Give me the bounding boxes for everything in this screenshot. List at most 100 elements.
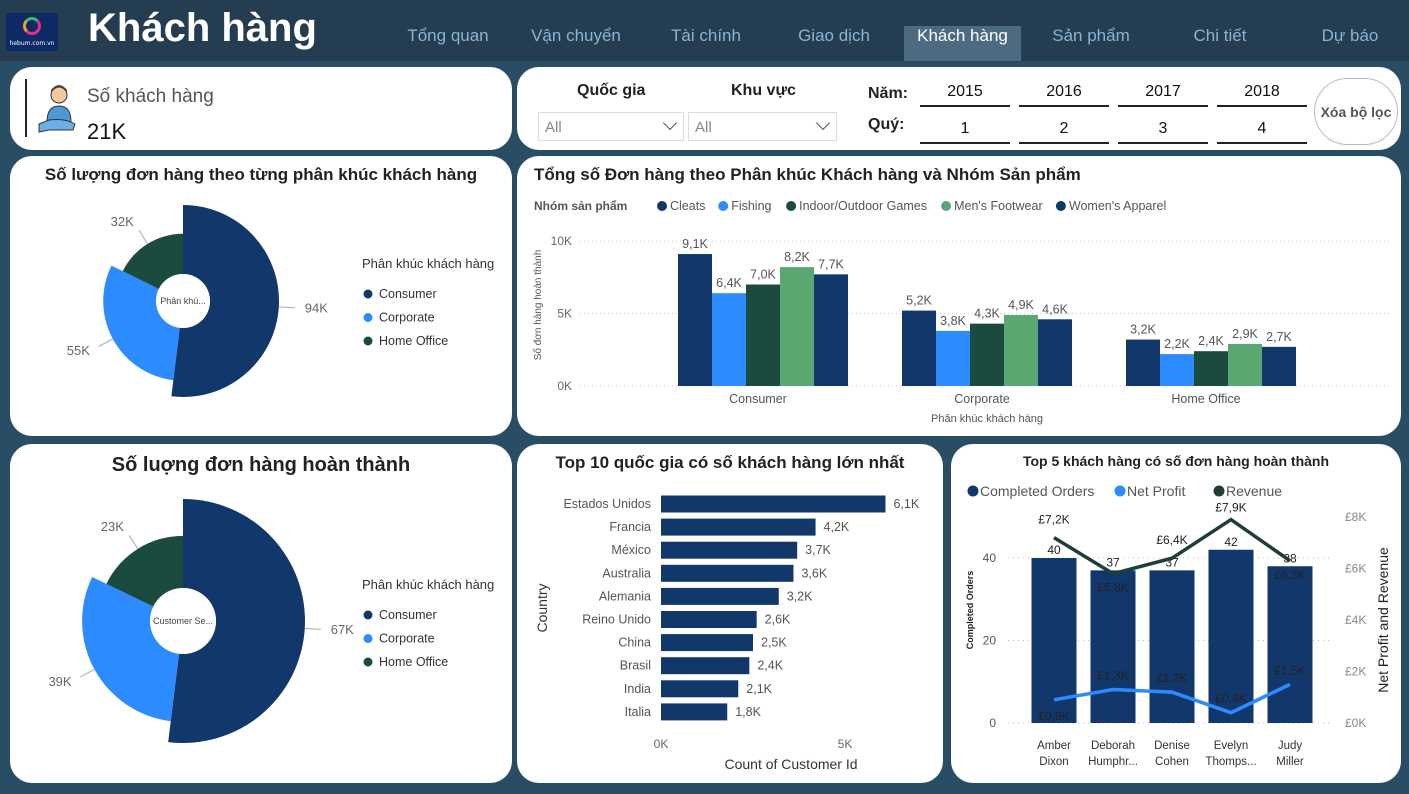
legend-title: Phân khúc khách hàng <box>362 577 494 592</box>
x-tick-label: Humphr... <box>1088 756 1138 768</box>
bar-consumer <box>746 284 780 386</box>
donut-hole <box>156 274 210 328</box>
data-label: 42 <box>1224 535 1238 549</box>
data-label: 1,8K <box>735 705 761 719</box>
page-title: Khách hàng <box>88 6 317 50</box>
x-tick-label: Home Office <box>1171 392 1240 406</box>
tab-san-pham[interactable]: Sản phẩm <box>1052 26 1130 45</box>
data-label: 40 <box>1047 543 1061 557</box>
legend-item: Fishing <box>731 199 771 213</box>
y-axis-title: Số đơn hàng hoàn thành <box>532 250 544 361</box>
data-label: 3,8K <box>940 314 966 328</box>
bar-australia <box>661 564 794 582</box>
legend-item: Indoor/Outdoor Games <box>799 199 927 213</box>
completed-orders-donut-panel: Số luợng đơn hàng hoàn thành 67K 39K 23K Cu… <box>10 444 512 783</box>
donut-slice-corporate <box>82 577 179 722</box>
tab-chi-tiet[interactable]: Chi tiết <box>1193 26 1247 45</box>
bar-corporate <box>1004 314 1038 386</box>
y-tick-label: Italia <box>625 705 651 719</box>
legend-item: Corporate <box>379 632 435 646</box>
logo-text: hebum.com.vn <box>9 40 55 47</box>
y2-tick-label: £4K <box>1345 613 1366 627</box>
legend-dot-icon <box>363 336 373 346</box>
bar-consumer <box>814 274 848 386</box>
region-dropdown[interactable]: All <box>688 112 837 141</box>
tab-khach-hang[interactable]: Khách hàng <box>904 26 1021 61</box>
tab-du-bao[interactable]: Dự báo <box>1321 26 1379 45</box>
legend-title: Nhóm sản phẩm <box>534 199 627 213</box>
tab-giao-dich[interactable]: Giao dịch <box>798 26 870 45</box>
data-label: 55K <box>67 343 90 358</box>
quarter-1[interactable]: 1 <box>920 120 1010 144</box>
bar-completed-orders <box>1208 549 1254 723</box>
kpi-label: Số khách hàng <box>87 86 214 107</box>
bar-consumer <box>678 254 712 386</box>
region-filter-label: Khu vực <box>731 82 796 99</box>
data-label: £1,5K <box>1274 663 1305 677</box>
logo-mark-icon <box>23 17 41 35</box>
data-label: 6,1K <box>893 497 919 511</box>
data-label: 32K <box>111 214 134 229</box>
legend-dot-icon <box>1055 201 1066 211</box>
x-tick-label: 0K <box>654 737 669 751</box>
data-label: £6,3K <box>1274 568 1305 582</box>
quarter-4[interactable]: 4 <box>1217 120 1307 144</box>
x-tick-label: Consumer <box>729 392 787 406</box>
data-label: £0,4K <box>1215 692 1246 706</box>
year-filter-label: Năm: <box>868 85 909 102</box>
y-tick-label: Reino Unido <box>582 613 651 627</box>
data-label: 9,1K <box>682 237 708 251</box>
bar-reino-unido <box>661 611 757 628</box>
top-customers-panel: Top 5 khách hàng có số đơn hàng hoàn thà… <box>951 444 1401 783</box>
line-revenue <box>1053 517 1292 576</box>
y-axis-title: Country <box>534 583 550 632</box>
center-label: Customer Se... <box>153 616 213 626</box>
y2-tick-label: £8K <box>1345 510 1366 524</box>
quarter-2[interactable]: 2 <box>1019 120 1109 144</box>
legend-dot-icon <box>967 485 979 497</box>
bar-francia <box>661 518 816 536</box>
data-label: 2,4K <box>757 659 783 673</box>
legend-item: Cleats <box>670 199 705 213</box>
legend-dot-icon <box>363 634 373 643</box>
donut-slice-home-office <box>122 233 183 290</box>
segment-product-bar-panel: Tổng số Đơn hàng theo Phân khúc Khách hà… <box>517 156 1401 436</box>
leader-line <box>138 229 148 245</box>
legend-item: Consumer <box>379 287 437 301</box>
data-label: 6,4K <box>716 276 742 290</box>
country-dropdown[interactable]: All <box>538 112 684 141</box>
data-label: £1,3K <box>1097 669 1128 683</box>
year-2017[interactable]: 2017 <box>1118 83 1208 107</box>
tab-tai-chinh[interactable]: Tài chính <box>671 26 741 45</box>
bar-corporate <box>970 323 1004 386</box>
bar-corporate <box>1038 319 1072 386</box>
y-tick-label: 0 <box>989 716 996 730</box>
kpi-value: 21K <box>87 119 127 144</box>
legend-dot-icon <box>1114 485 1126 497</box>
legend-item: Net Profit <box>1127 483 1185 499</box>
filter-panel: Quốc gia All Khu vực All Năm: Quý: 2015 … <box>517 67 1401 150</box>
data-label: 94K <box>305 300 328 315</box>
y2-tick-label: £6K <box>1345 562 1366 576</box>
country-filter-label: Quốc gia <box>577 82 646 99</box>
year-2015[interactable]: 2015 <box>920 83 1010 107</box>
legend-dot-icon <box>363 610 373 620</box>
quarter-3[interactable]: 3 <box>1118 120 1208 144</box>
chart-canvas: 94K 55K 32K Phân khú... Phân khúc khách hàng… <box>67 205 494 397</box>
leader-line <box>80 668 95 678</box>
year-2016[interactable]: 2016 <box>1019 83 1109 107</box>
tab-van-chuyen[interactable]: Vận chuyển <box>531 26 621 45</box>
data-label: 7,0K <box>750 268 776 282</box>
y-tick-label: 10K <box>551 234 572 248</box>
bar-completed-orders <box>1267 566 1313 723</box>
chart-title: Số luợng đơn hàng hoàn thành <box>111 454 411 476</box>
year-2018[interactable]: 2018 <box>1217 83 1307 107</box>
legend-dot-icon <box>718 201 729 211</box>
tab-tong-quan[interactable]: Tổng quan <box>407 26 489 45</box>
clear-filters-button[interactable]: Xóa bộ lọc <box>1314 78 1398 145</box>
y-tick-label: 40 <box>983 551 997 565</box>
bar-consumer <box>780 267 814 386</box>
data-label: 4,2K <box>824 520 850 534</box>
y-tick-label: 5K <box>557 307 572 321</box>
x-tick-label: Amber <box>1037 740 1071 752</box>
